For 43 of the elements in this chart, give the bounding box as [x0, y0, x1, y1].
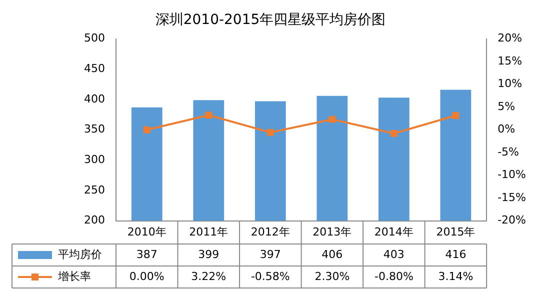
x-tick-label: 2013年	[312, 225, 352, 238]
data-label: -0.80%	[374, 270, 414, 283]
y2-tick-label: -5%	[498, 145, 520, 158]
y2-tick-label: 20%	[498, 32, 522, 45]
x-tick-label: 2010年	[127, 225, 166, 238]
x-tick-label: 2015年	[436, 225, 476, 238]
y-tick-label: 350	[84, 122, 105, 136]
y2-tick-label: -20%	[498, 214, 526, 227]
data-label: 3.22%	[191, 270, 226, 283]
y2-tick-label: 15%	[498, 54, 522, 68]
x-tick-label: 2011年	[189, 225, 228, 238]
data-label: 0.00%	[129, 270, 164, 283]
chart-title: 深圳2010-2015年四星级平均房价图	[155, 12, 386, 28]
data-label: -0.58%	[250, 270, 290, 283]
legend-label: 平均房价	[58, 248, 102, 261]
data-label: 3.14%	[438, 270, 474, 283]
y2-tick-label: 10%	[498, 77, 522, 90]
y2-tick-label: 5%	[498, 100, 516, 113]
y-tick-label: 400	[84, 92, 105, 106]
point	[266, 128, 274, 136]
y-tick-label: 500	[84, 32, 105, 45]
x-tick-label: 2014年	[374, 225, 414, 238]
y-tick-label: 300	[84, 152, 105, 166]
data-label: 2.30%	[314, 270, 350, 283]
data-label: 406	[322, 248, 343, 261]
point	[205, 112, 212, 119]
data-label: 403	[383, 248, 404, 261]
point	[452, 112, 460, 119]
point	[328, 116, 336, 123]
data-label: 397	[260, 248, 281, 261]
y2-tick-label: 0%	[498, 122, 516, 136]
data-label: 399	[198, 248, 220, 261]
y-tick-label: 250	[84, 183, 105, 196]
data-label: 387	[136, 248, 158, 261]
point	[143, 126, 150, 134]
y2-tick-label: -15%	[498, 190, 526, 204]
y2-tick-label: -10%	[498, 168, 526, 182]
point	[390, 130, 398, 137]
y-tick-label: 200	[84, 214, 105, 227]
data-label: 416	[445, 248, 466, 261]
x-tick-label: 2012年	[250, 225, 290, 238]
y-tick-label: 450	[84, 62, 105, 75]
legend-label: 增长率	[57, 270, 91, 283]
